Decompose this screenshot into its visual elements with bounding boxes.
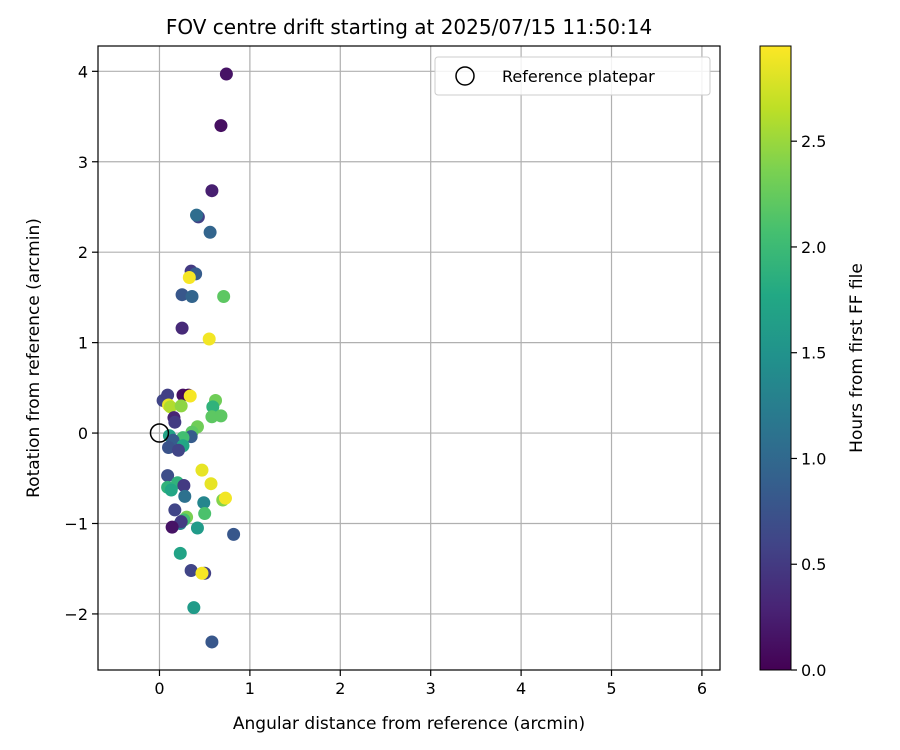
data-point-12 (175, 321, 189, 335)
x-tick-label-5: 5 (606, 679, 616, 698)
data-point-38 (161, 469, 175, 483)
colorbar-ticks: 0.0 0.5 1.0 1.5 2.0 2.5 (791, 132, 826, 680)
data-point-8 (182, 271, 196, 285)
chart-title: FOV centre drift starting at 2025/07/15 … (166, 15, 652, 39)
plot-frame (97, 45, 721, 671)
colorbar-gradient (759, 45, 792, 671)
data-point-11 (217, 290, 231, 304)
y-axis-label: Rotation from reference (arcmin) (24, 218, 44, 498)
data-point-54 (165, 520, 179, 534)
data-point-44 (178, 489, 192, 503)
legend-box (434, 56, 711, 96)
y-tick-label-2: 0 (78, 424, 88, 443)
x-axis-label: Angular distance from reference (arcmin) (233, 714, 585, 734)
legend: Reference platepar (434, 56, 711, 96)
legend-entry-reference: Reference platepar (502, 67, 655, 86)
data-point-10 (185, 290, 199, 304)
data-point-0 (219, 67, 233, 81)
data-point-60 (195, 566, 209, 580)
data-point-21 (174, 399, 188, 413)
data-point-2 (205, 184, 219, 198)
x-tick-label-1: 1 (245, 679, 255, 698)
y-tick-label-6: 4 (78, 62, 88, 81)
colorbar-tick-label-0: 0.0 (801, 661, 826, 680)
x-tick-label-6: 6 (697, 679, 707, 698)
data-point-57 (173, 546, 187, 560)
data-point-46 (218, 491, 232, 505)
legend-marker-icon (455, 66, 475, 86)
x-axis-ticks: 0 1 2 3 4 5 6 (154, 670, 707, 698)
colorbar: 0.0 0.5 1.0 1.5 2.0 2.5 Hours from first FF f… (759, 45, 867, 680)
x-tick-label-0: 0 (154, 679, 164, 698)
colorbar-tick-label-5: 2.5 (801, 132, 826, 151)
x-tick-label-4: 4 (516, 679, 526, 698)
data-point-37 (195, 463, 209, 477)
data-point-4 (190, 208, 204, 222)
y-tick-label-5: 3 (78, 153, 88, 172)
data-point-13 (202, 332, 216, 346)
data-point-40 (204, 477, 218, 491)
reference-platepar-marker (149, 423, 170, 443)
data-point-18 (183, 389, 197, 403)
data-point-58 (184, 564, 198, 578)
colorbar-tick-label-3: 1.5 (801, 344, 826, 363)
data-point-41 (177, 479, 191, 493)
data-point-1 (214, 119, 228, 133)
colorbar-tick-label-4: 2.0 (801, 238, 826, 257)
data-point-9 (175, 288, 189, 302)
data-point-55 (190, 521, 204, 535)
y-tick-label-3: 1 (78, 334, 88, 353)
y-tick-label-4: 2 (78, 243, 88, 262)
data-point-61 (187, 601, 201, 615)
x-tick-label-3: 3 (426, 679, 436, 698)
colorbar-tick-label-2: 1.0 (801, 449, 826, 468)
data-point-35 (162, 441, 176, 455)
data-point-36 (171, 443, 185, 457)
y-tick-label-0: −2 (64, 605, 88, 624)
data-point-62 (205, 635, 219, 649)
data-point-15 (161, 388, 175, 402)
data-point-43 (164, 483, 178, 497)
data-point-27 (168, 415, 182, 429)
data-point-56 (227, 527, 241, 541)
data-point-47 (197, 496, 211, 510)
y-tick-label-1: −1 (64, 514, 88, 533)
data-point-20 (163, 400, 177, 414)
data-point-23 (206, 400, 220, 414)
data-point-25 (214, 409, 228, 423)
colorbar-tick-label-1: 0.5 (801, 555, 826, 574)
data-point-5 (203, 225, 217, 239)
data-point-49 (198, 507, 212, 521)
y-axis-ticks: −2 −1 0 1 2 3 4 (64, 62, 98, 624)
data-points (156, 67, 241, 649)
data-point-48 (168, 503, 182, 517)
x-tick-label-2: 2 (335, 679, 345, 698)
colorbar-label: Hours from first FF file (847, 263, 867, 453)
